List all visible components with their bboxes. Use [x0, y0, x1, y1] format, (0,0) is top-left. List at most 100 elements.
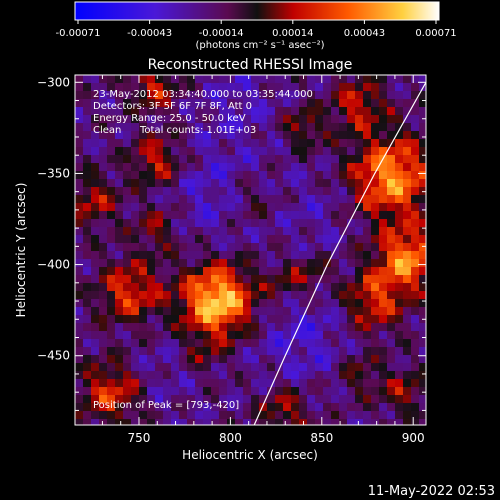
heatmap-cell [99, 131, 107, 139]
heatmap-cell [331, 99, 339, 107]
heatmap-cell [243, 171, 251, 179]
heatmap-cell [195, 219, 203, 227]
heatmap-cell [91, 139, 99, 147]
heatmap-cell [147, 403, 155, 411]
heatmap-cell [379, 83, 387, 91]
heatmap-cell [323, 179, 331, 187]
heatmap-cell [371, 251, 379, 259]
heatmap-cell [195, 291, 203, 299]
heatmap-cell [307, 211, 315, 219]
heatmap-cell [251, 235, 259, 243]
heatmap-cell [339, 235, 347, 243]
heatmap-cell [83, 203, 91, 211]
heatmap-cell [163, 91, 171, 99]
heatmap-cell [251, 371, 259, 379]
heatmap-cell [115, 307, 123, 315]
heatmap-cell [387, 155, 395, 163]
heatmap-cell [347, 339, 355, 347]
heatmap-cell [163, 323, 171, 331]
heatmap-cell [315, 219, 323, 227]
heatmap-cell [243, 203, 251, 211]
heatmap-cell [299, 315, 307, 323]
heatmap-cell [91, 211, 99, 219]
heatmap-cell [251, 363, 259, 371]
heatmap-cell [371, 371, 379, 379]
heatmap-cell [347, 131, 355, 139]
heatmap-cell [227, 139, 235, 147]
heatmap-cell [123, 275, 131, 283]
heatmap-cell [107, 339, 115, 347]
heatmap-cell [107, 251, 115, 259]
heatmap-cell [203, 235, 211, 243]
heatmap-cell [363, 275, 371, 283]
heatmap-cell [347, 155, 355, 163]
heatmap-cell [171, 195, 179, 203]
heatmap-cell [323, 411, 331, 419]
heatmap-cell [243, 107, 251, 115]
heatmap-cell [131, 283, 139, 291]
heatmap-cell [403, 251, 411, 259]
heatmap-cell [251, 403, 259, 411]
heatmap-cell [155, 419, 163, 425]
heatmap-cell [379, 395, 387, 403]
heatmap-cell [227, 291, 235, 299]
heatmap-cell [275, 251, 283, 259]
heatmap-cell [395, 99, 403, 107]
heatmap-cell [91, 291, 99, 299]
heatmap-cell [387, 139, 395, 147]
heatmap-cell [395, 419, 403, 425]
heatmap-cell [83, 355, 91, 363]
heatmap-cell [371, 123, 379, 131]
heatmap-cell [403, 395, 411, 403]
heatmap-cell [267, 387, 275, 395]
heatmap-cell [411, 339, 419, 347]
heatmap-cell [419, 331, 426, 339]
heatmap-cell [363, 411, 371, 419]
heatmap-cell [115, 379, 123, 387]
y-tick-label: −450 [37, 349, 70, 363]
heatmap-cell [387, 323, 395, 331]
heatmap-cell [211, 219, 219, 227]
heatmap-cell [283, 315, 291, 323]
heatmap-cell [99, 299, 107, 307]
heatmap-cell [187, 83, 195, 91]
heatmap-cell [403, 115, 411, 123]
heatmap-cell [155, 355, 163, 363]
heatmap-cell [171, 355, 179, 363]
heatmap-cell [291, 307, 299, 315]
heatmap-cell [403, 195, 411, 203]
heatmap-cell [171, 379, 179, 387]
heatmap-cell [259, 115, 267, 123]
heatmap-cell [323, 403, 331, 411]
heatmap-cell [291, 195, 299, 203]
heatmap-cell [75, 299, 83, 307]
heatmap-cell [403, 107, 411, 115]
heatmap-cell [187, 331, 195, 339]
heatmap-cell [171, 267, 179, 275]
heatmap-cell [267, 283, 275, 291]
heatmap-cell [219, 387, 227, 395]
colorbar-tick-label: 0.00043 [344, 28, 385, 39]
heatmap-cell [211, 235, 219, 243]
heatmap-cell [211, 323, 219, 331]
heatmap-cell [331, 387, 339, 395]
solar-limb-line [253, 82, 426, 425]
heatmap-cell [139, 251, 147, 259]
heatmap-cell [195, 83, 203, 91]
heatmap-cell [219, 323, 227, 331]
heatmap-cell [155, 155, 163, 163]
heatmap-cell [299, 403, 307, 411]
heatmap-cell [251, 267, 259, 275]
heatmap-cell [323, 243, 331, 251]
heatmap-cell [411, 291, 419, 299]
heatmap-cell [363, 227, 371, 235]
heatmap-cell [91, 91, 99, 99]
heatmap-cell [283, 419, 291, 425]
heatmap-cell [83, 299, 91, 307]
heatmap-cell [307, 323, 315, 331]
heatmap-cell [155, 395, 163, 403]
heatmap-cell [91, 131, 99, 139]
heatmap-cell [83, 315, 91, 323]
heatmap-cell [299, 283, 307, 291]
heatmap-cell [99, 307, 107, 315]
